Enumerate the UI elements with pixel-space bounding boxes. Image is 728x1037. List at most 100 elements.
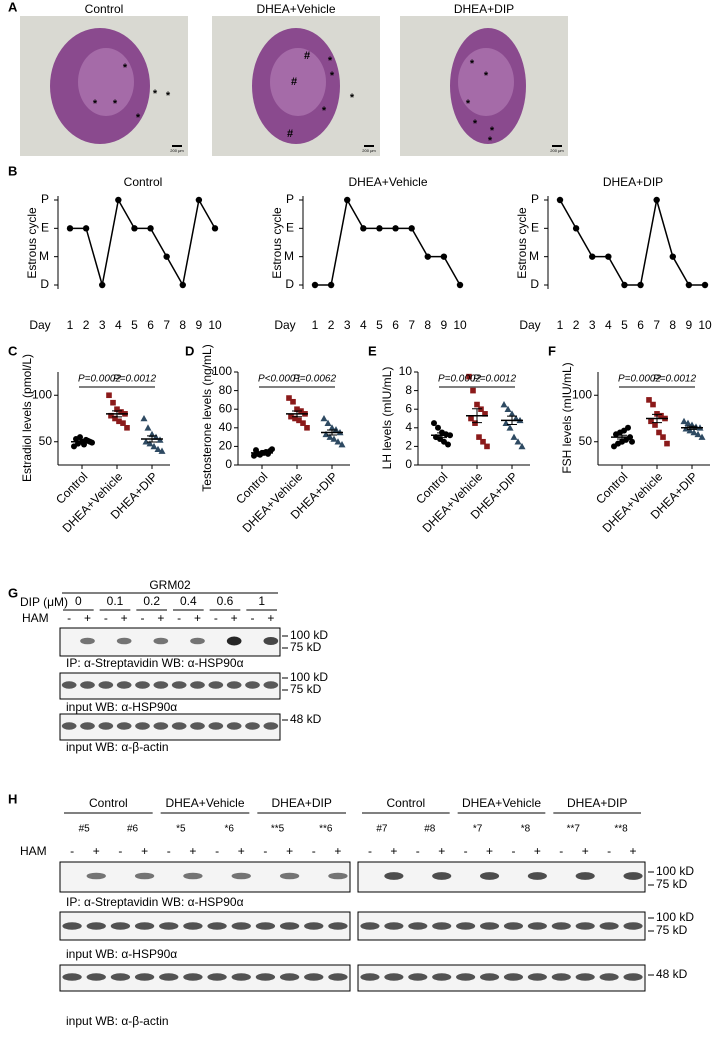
- scale-bar-label: 200 μm: [362, 148, 376, 153]
- panel-label: A: [8, 0, 18, 14]
- cycle-point: [424, 253, 431, 260]
- y-tick-label: 2: [405, 439, 412, 453]
- x-tick-label: 9: [441, 318, 448, 332]
- group-label: DHEA+Vehicle: [462, 796, 541, 810]
- data-point: [506, 424, 514, 431]
- lesion-marker: *: [113, 98, 118, 110]
- x-tick-label: 5: [376, 318, 383, 332]
- x-tick-label: 6: [637, 318, 644, 332]
- data-point: [116, 418, 122, 425]
- data-point: [690, 428, 698, 436]
- band: [80, 681, 95, 689]
- y-tick-label: 20: [219, 439, 233, 453]
- ham-sign: +: [582, 844, 589, 858]
- band: [80, 637, 95, 645]
- data-point: [326, 433, 334, 440]
- y-tick-label: 6: [405, 401, 412, 415]
- ham-sign: +: [121, 611, 128, 625]
- data-point: [106, 392, 112, 399]
- sem-bar: [437, 432, 447, 439]
- group-label: Control: [386, 796, 425, 810]
- band: [226, 636, 242, 646]
- data-point: [648, 418, 654, 425]
- blot: [357, 964, 646, 992]
- panel-label: D: [185, 343, 194, 358]
- band: [255, 973, 276, 981]
- x-tick-label: 10: [208, 318, 222, 332]
- lesion-marker: *: [328, 55, 333, 67]
- band: [62, 973, 82, 981]
- x-tick-label: 10: [698, 318, 712, 332]
- p-value: P=0.0012: [113, 374, 157, 385]
- dose: 0.2: [143, 594, 160, 608]
- group-label: DHEA+DIP: [271, 796, 331, 810]
- band: [599, 922, 619, 930]
- band: [456, 973, 476, 981]
- band: [575, 973, 595, 981]
- band: [432, 872, 452, 880]
- chart-title: DHEA+DIP: [603, 175, 663, 189]
- ham-sign: +: [84, 611, 91, 625]
- data-point: [320, 415, 328, 422]
- ham-sign: +: [486, 844, 493, 858]
- data-point: [484, 443, 490, 450]
- blot-caption: IP: α-Streptavidin WB: α-HSP90α: [66, 656, 244, 670]
- y-tick-label: D: [285, 277, 294, 291]
- band: [408, 973, 428, 981]
- data-point: [142, 438, 150, 445]
- data-point: [110, 399, 116, 406]
- cycle-point: [556, 196, 564, 204]
- data-point: [322, 430, 330, 438]
- y-tick-label: 0: [225, 457, 232, 471]
- data-point: [120, 420, 126, 426]
- lesion-marker: *: [330, 70, 335, 82]
- y-axis-label: Estrous cycle: [270, 207, 284, 279]
- ham-label: HAM: [22, 611, 49, 625]
- y-tick-label: D: [40, 277, 49, 291]
- band: [503, 922, 524, 930]
- dose: 1: [258, 594, 265, 608]
- band: [171, 681, 187, 689]
- p-value: P=0.0012: [473, 374, 517, 385]
- dose: 0.6: [217, 594, 234, 608]
- sample-label: #8: [424, 824, 436, 835]
- band: [98, 722, 114, 730]
- data-point: [629, 438, 635, 445]
- data-point: [292, 415, 298, 422]
- ham-sign: -: [177, 611, 181, 625]
- data-point: [650, 401, 656, 408]
- cycle-point: [392, 225, 399, 232]
- data-point: [445, 441, 451, 448]
- x-tick-label: 9: [686, 318, 693, 332]
- ham-sign: -: [70, 844, 74, 858]
- x-tick-label: 10: [453, 318, 467, 332]
- data-point: [652, 422, 658, 428]
- band: [551, 922, 571, 930]
- y-tick-label: P: [41, 192, 49, 206]
- sem-bar: [652, 413, 662, 424]
- x-tick-label: 6: [147, 318, 154, 332]
- ham-sign: -: [214, 611, 218, 625]
- ham-sign: -: [416, 844, 420, 858]
- data-point: [77, 434, 83, 441]
- size-marker: 75 kD: [290, 682, 322, 696]
- cycle-point: [701, 281, 709, 289]
- cycle-point: [99, 281, 106, 289]
- cycle-point: [605, 253, 612, 260]
- cycle-line: [70, 197, 216, 288]
- band: [86, 872, 106, 880]
- sem-bar: [687, 425, 697, 430]
- data-point: [664, 440, 670, 447]
- data-point: [158, 447, 166, 454]
- blot: [59, 672, 281, 700]
- band: [231, 973, 251, 981]
- band: [384, 872, 404, 880]
- band: [360, 973, 380, 981]
- band: [134, 973, 155, 981]
- panel-label: E: [368, 343, 377, 358]
- band: [245, 722, 260, 730]
- data-point: [476, 434, 482, 440]
- p-value: P=0.0002: [618, 374, 662, 385]
- lesion-marker: *: [322, 105, 327, 117]
- lesion-marker: *: [153, 88, 158, 100]
